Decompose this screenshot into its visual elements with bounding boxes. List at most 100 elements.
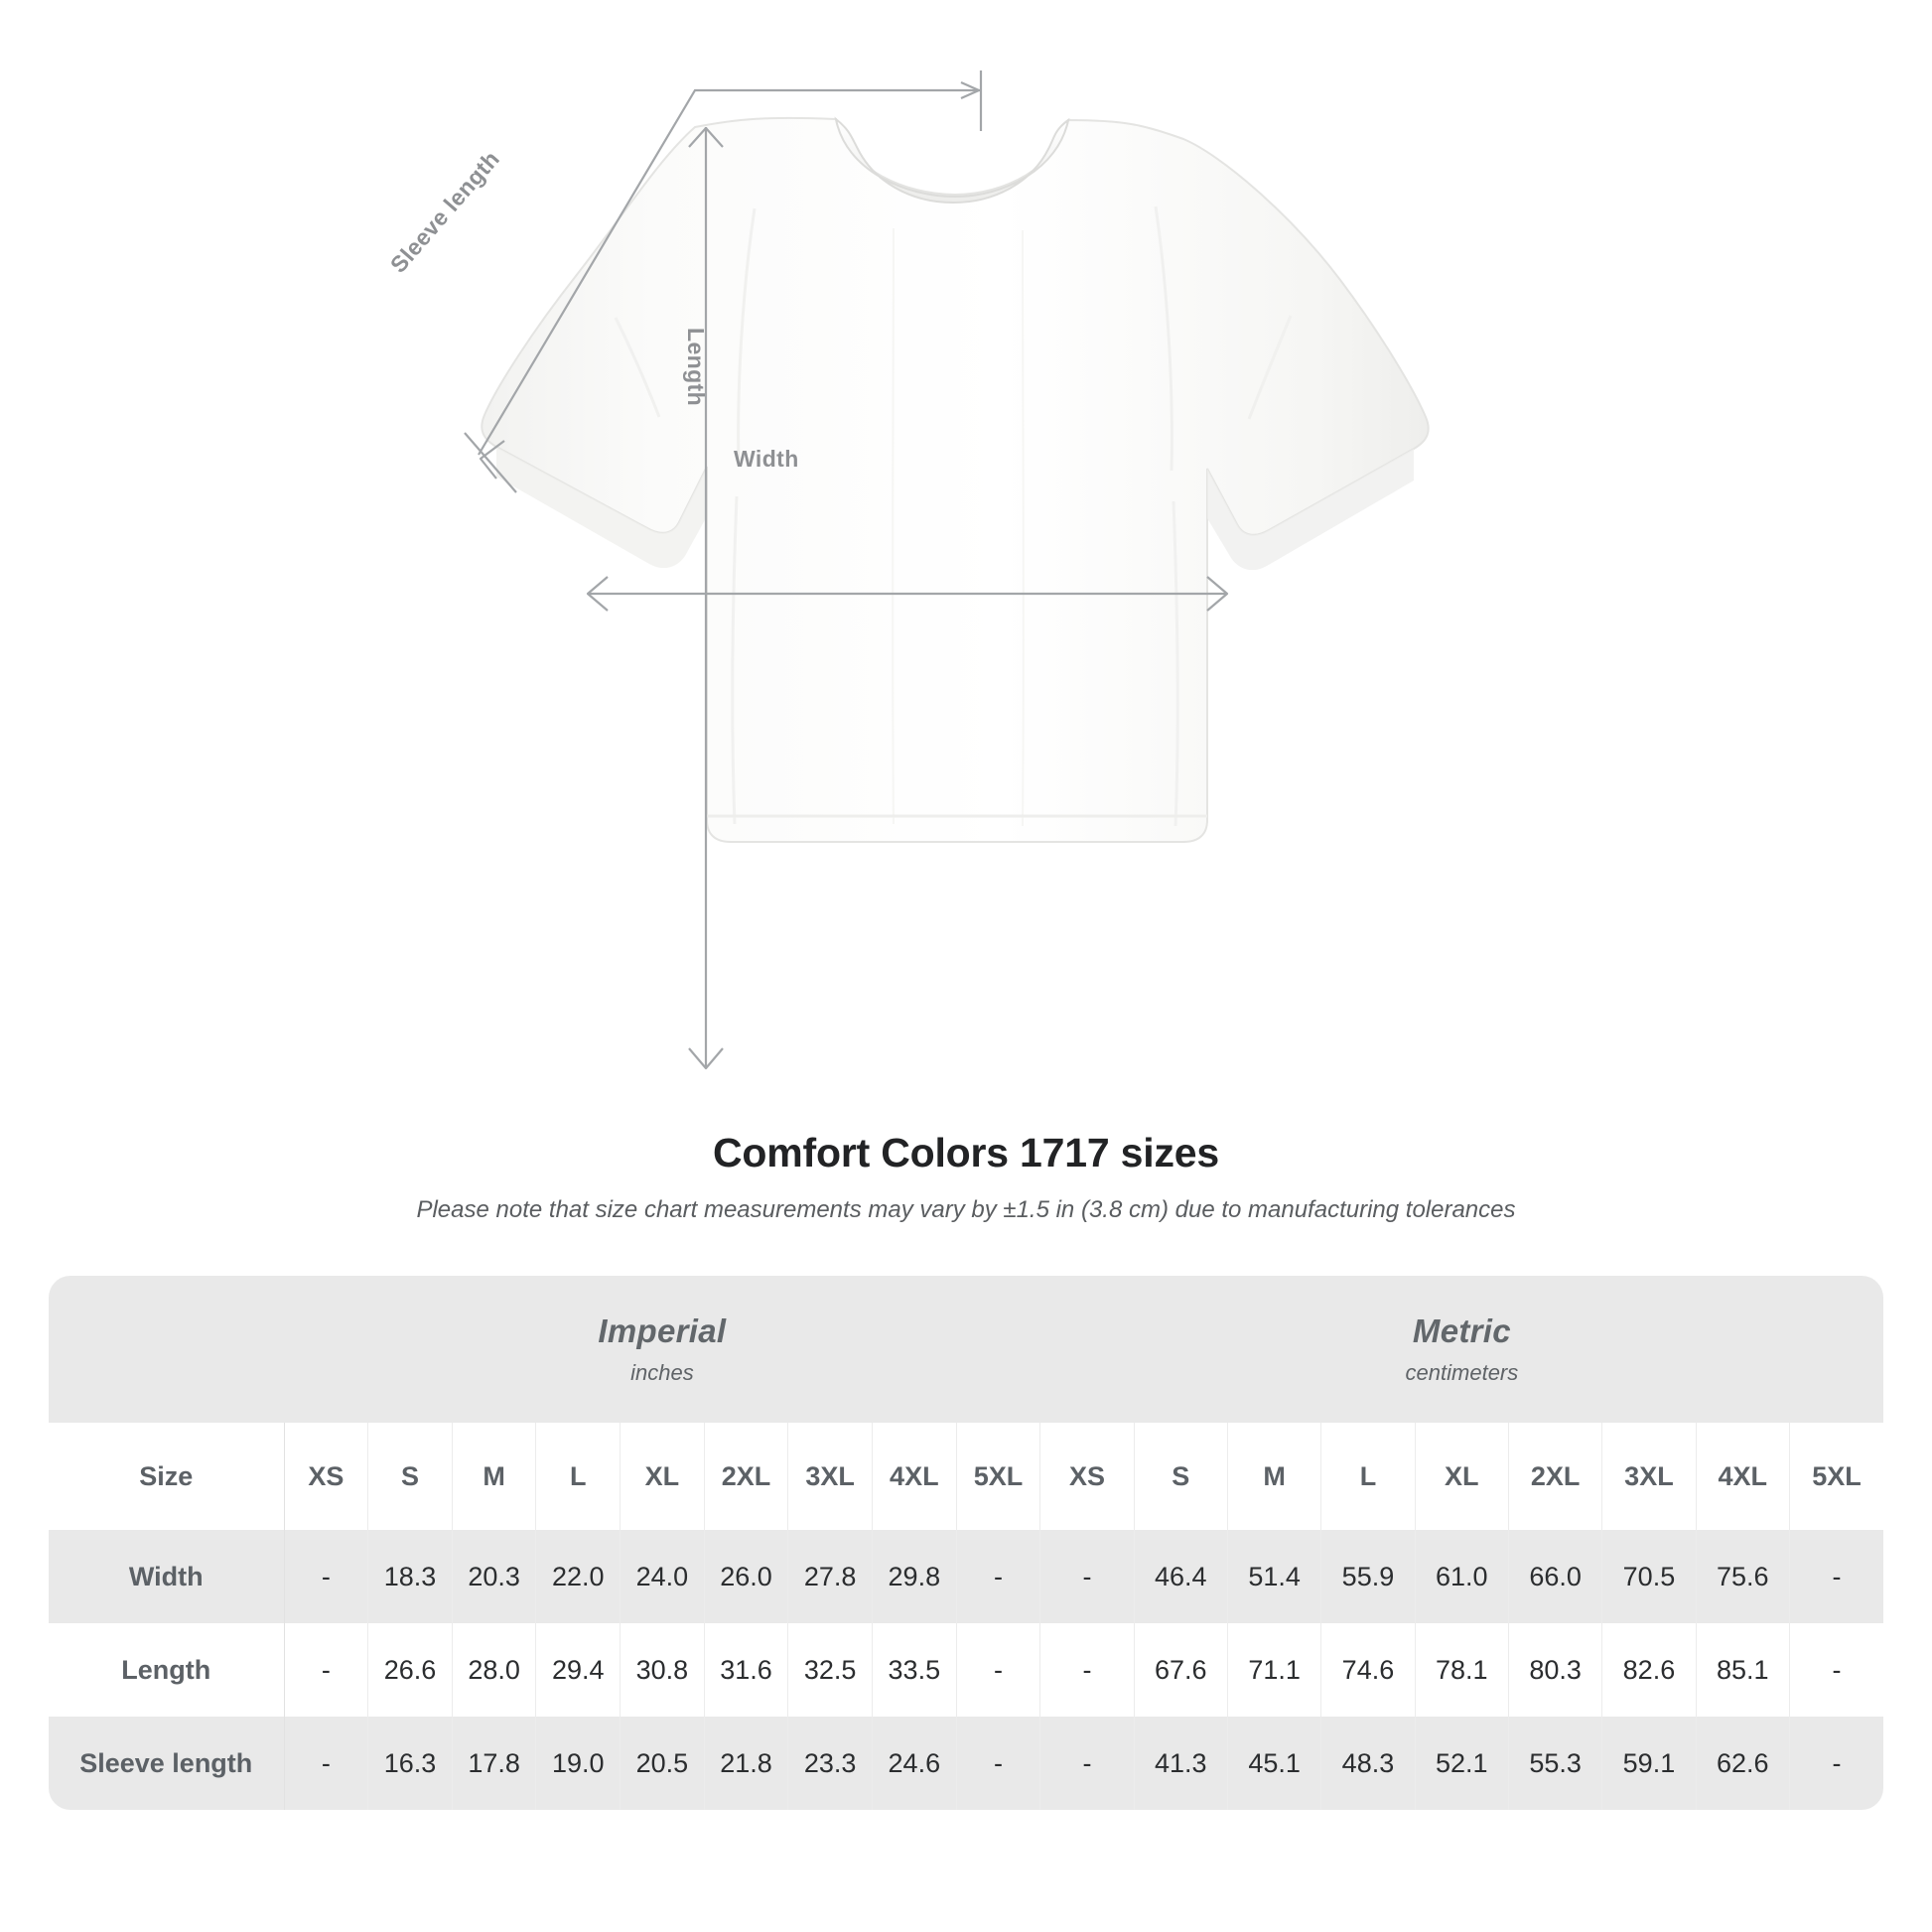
table-row-width: Width - 18.3 20.3 22.0 24.0 26.0 27.8 29… [49, 1530, 1883, 1623]
size-col-met-s: S [1134, 1423, 1228, 1530]
unit-spacer-cell [49, 1276, 285, 1423]
cell-length-imp-l: 29.4 [535, 1623, 621, 1717]
unit-sub-metric: centimeters [1405, 1360, 1519, 1385]
cell-width-met-3xl: 70.5 [1601, 1530, 1697, 1623]
size-col-imp-5xl: 5XL [956, 1423, 1041, 1530]
unit-group-metric: Metric centimeters [1039, 1276, 1883, 1423]
size-col-met-xl: XL [1415, 1423, 1509, 1530]
size-col-imp-4xl: 4XL [872, 1423, 957, 1530]
size-col-met-5xl: 5XL [1789, 1423, 1883, 1530]
cell-length-imp-s: 26.6 [367, 1623, 453, 1717]
cell-sleeve-met-3xl: 59.1 [1601, 1717, 1697, 1810]
cell-width-imp-xs: - [284, 1530, 369, 1623]
size-col-met-m: M [1227, 1423, 1322, 1530]
cell-sleeve-met-xl: 52.1 [1415, 1717, 1509, 1810]
cell-sleeve-imp-xl: 20.5 [620, 1717, 705, 1810]
table-row-sleeve-length: Sleeve length - 16.3 17.8 19.0 20.5 21.8… [49, 1717, 1883, 1810]
page-title: Comfort Colors 1717 sizes [713, 1130, 1219, 1175]
cell-sleeve-imp-3xl: 23.3 [787, 1717, 873, 1810]
size-col-met-2xl: 2XL [1508, 1423, 1603, 1530]
cell-sleeve-met-xs: - [1039, 1717, 1135, 1810]
cell-width-met-l: 55.9 [1320, 1530, 1416, 1623]
tshirt-collar [834, 116, 1070, 205]
size-col-imp-xs: XS [284, 1423, 369, 1530]
cell-sleeve-met-s: 41.3 [1134, 1717, 1228, 1810]
unit-name-imperial: Imperial [598, 1312, 727, 1349]
cell-length-met-4xl: 85.1 [1696, 1623, 1790, 1717]
sleeve-cuff-tick [464, 432, 517, 493]
cell-width-met-2xl: 66.0 [1508, 1530, 1603, 1623]
size-col-imp-l: L [535, 1423, 621, 1530]
length-arrow-bottom [688, 1047, 724, 1070]
cell-width-imp-l: 22.0 [535, 1530, 621, 1623]
row-label-sleeve-length: Sleeve length [49, 1717, 285, 1810]
unit-header-row: Imperial inches Metric centimeters [49, 1276, 1883, 1423]
width-arrow-left [586, 576, 609, 612]
cell-width-imp-2xl: 26.0 [704, 1530, 789, 1623]
cell-sleeve-imp-m: 17.8 [452, 1717, 537, 1810]
cell-length-imp-3xl: 32.5 [787, 1623, 873, 1717]
cell-length-met-m: 71.1 [1227, 1623, 1322, 1717]
size-header-row: Size XS S M L XL 2XL 3XL 4XL 5XL XS S M … [49, 1423, 1883, 1530]
width-label: Width [734, 446, 799, 472]
cell-sleeve-imp-4xl: 24.6 [872, 1717, 957, 1810]
cell-length-met-s: 67.6 [1134, 1623, 1228, 1717]
cell-width-imp-xl: 24.0 [620, 1530, 705, 1623]
cell-length-met-5xl: - [1789, 1623, 1883, 1717]
cell-sleeve-imp-5xl: - [956, 1717, 1041, 1810]
tshirt-diagram-svg [464, 70, 1430, 1070]
size-col-imp-xl: XL [620, 1423, 705, 1530]
title-block: Comfort Colors 1717 sizes Please note th… [0, 1130, 1932, 1224]
cell-sleeve-met-5xl: - [1789, 1717, 1883, 1810]
size-col-met-3xl: 3XL [1601, 1423, 1697, 1530]
sleeve-arrow-bottom [479, 440, 505, 480]
cell-sleeve-imp-2xl: 21.8 [704, 1717, 789, 1810]
tshirt-shape [481, 116, 1430, 843]
size-col-met-4xl: 4XL [1696, 1423, 1790, 1530]
unit-sub-imperial: inches [630, 1360, 694, 1385]
cell-length-imp-xl: 30.8 [620, 1623, 705, 1717]
cell-length-met-xs: - [1039, 1623, 1135, 1717]
size-col-imp-3xl: 3XL [787, 1423, 873, 1530]
tshirt-illustration: Sleeve length Length Width [384, 70, 1430, 1070]
left-sleeve-hem [496, 447, 707, 569]
size-table: Imperial inches Metric centimeters Size … [49, 1276, 1883, 1810]
cell-width-imp-m: 20.3 [452, 1530, 537, 1623]
size-col-imp-s: S [367, 1423, 453, 1530]
cell-sleeve-imp-s: 16.3 [367, 1717, 453, 1810]
cell-length-imp-2xl: 31.6 [704, 1623, 789, 1717]
measurement-guides [464, 70, 1229, 1070]
cell-width-met-xl: 61.0 [1415, 1530, 1509, 1623]
cell-sleeve-imp-l: 19.0 [535, 1717, 621, 1810]
sleeve-arrow-top [960, 80, 981, 100]
cell-length-met-2xl: 80.3 [1508, 1623, 1603, 1717]
cell-width-met-s: 46.4 [1134, 1530, 1228, 1623]
length-arrow-top [688, 126, 724, 148]
row-label-length: Length [49, 1623, 285, 1717]
row-label-width: Width [49, 1530, 285, 1623]
cell-length-imp-4xl: 33.5 [872, 1623, 957, 1717]
cell-width-met-m: 51.4 [1227, 1530, 1322, 1623]
size-col-met-l: L [1320, 1423, 1416, 1530]
cell-length-imp-m: 28.0 [452, 1623, 537, 1717]
width-arrow-right [1206, 576, 1229, 612]
size-col-imp-2xl: 2XL [704, 1423, 789, 1530]
cell-width-imp-4xl: 29.8 [872, 1530, 957, 1623]
cell-length-met-xl: 78.1 [1415, 1623, 1509, 1717]
cell-width-imp-5xl: - [956, 1530, 1041, 1623]
size-header-label: Size [49, 1423, 285, 1530]
page-subtitle: Please note that size chart measurements… [416, 1196, 1516, 1223]
cell-length-met-3xl: 82.6 [1601, 1623, 1697, 1717]
cell-sleeve-met-m: 45.1 [1227, 1717, 1322, 1810]
cell-width-met-xs: - [1039, 1530, 1135, 1623]
right-sleeve-hem [1207, 449, 1414, 571]
cell-sleeve-met-4xl: 62.6 [1696, 1717, 1790, 1810]
cell-width-met-4xl: 75.6 [1696, 1530, 1790, 1623]
cell-sleeve-met-l: 48.3 [1320, 1717, 1416, 1810]
fabric-folds [614, 206, 1293, 827]
sleeve-guide-line [478, 88, 981, 456]
cell-sleeve-met-2xl: 55.3 [1508, 1717, 1603, 1810]
cell-length-met-l: 74.6 [1320, 1623, 1416, 1717]
cell-width-met-5xl: - [1789, 1530, 1883, 1623]
